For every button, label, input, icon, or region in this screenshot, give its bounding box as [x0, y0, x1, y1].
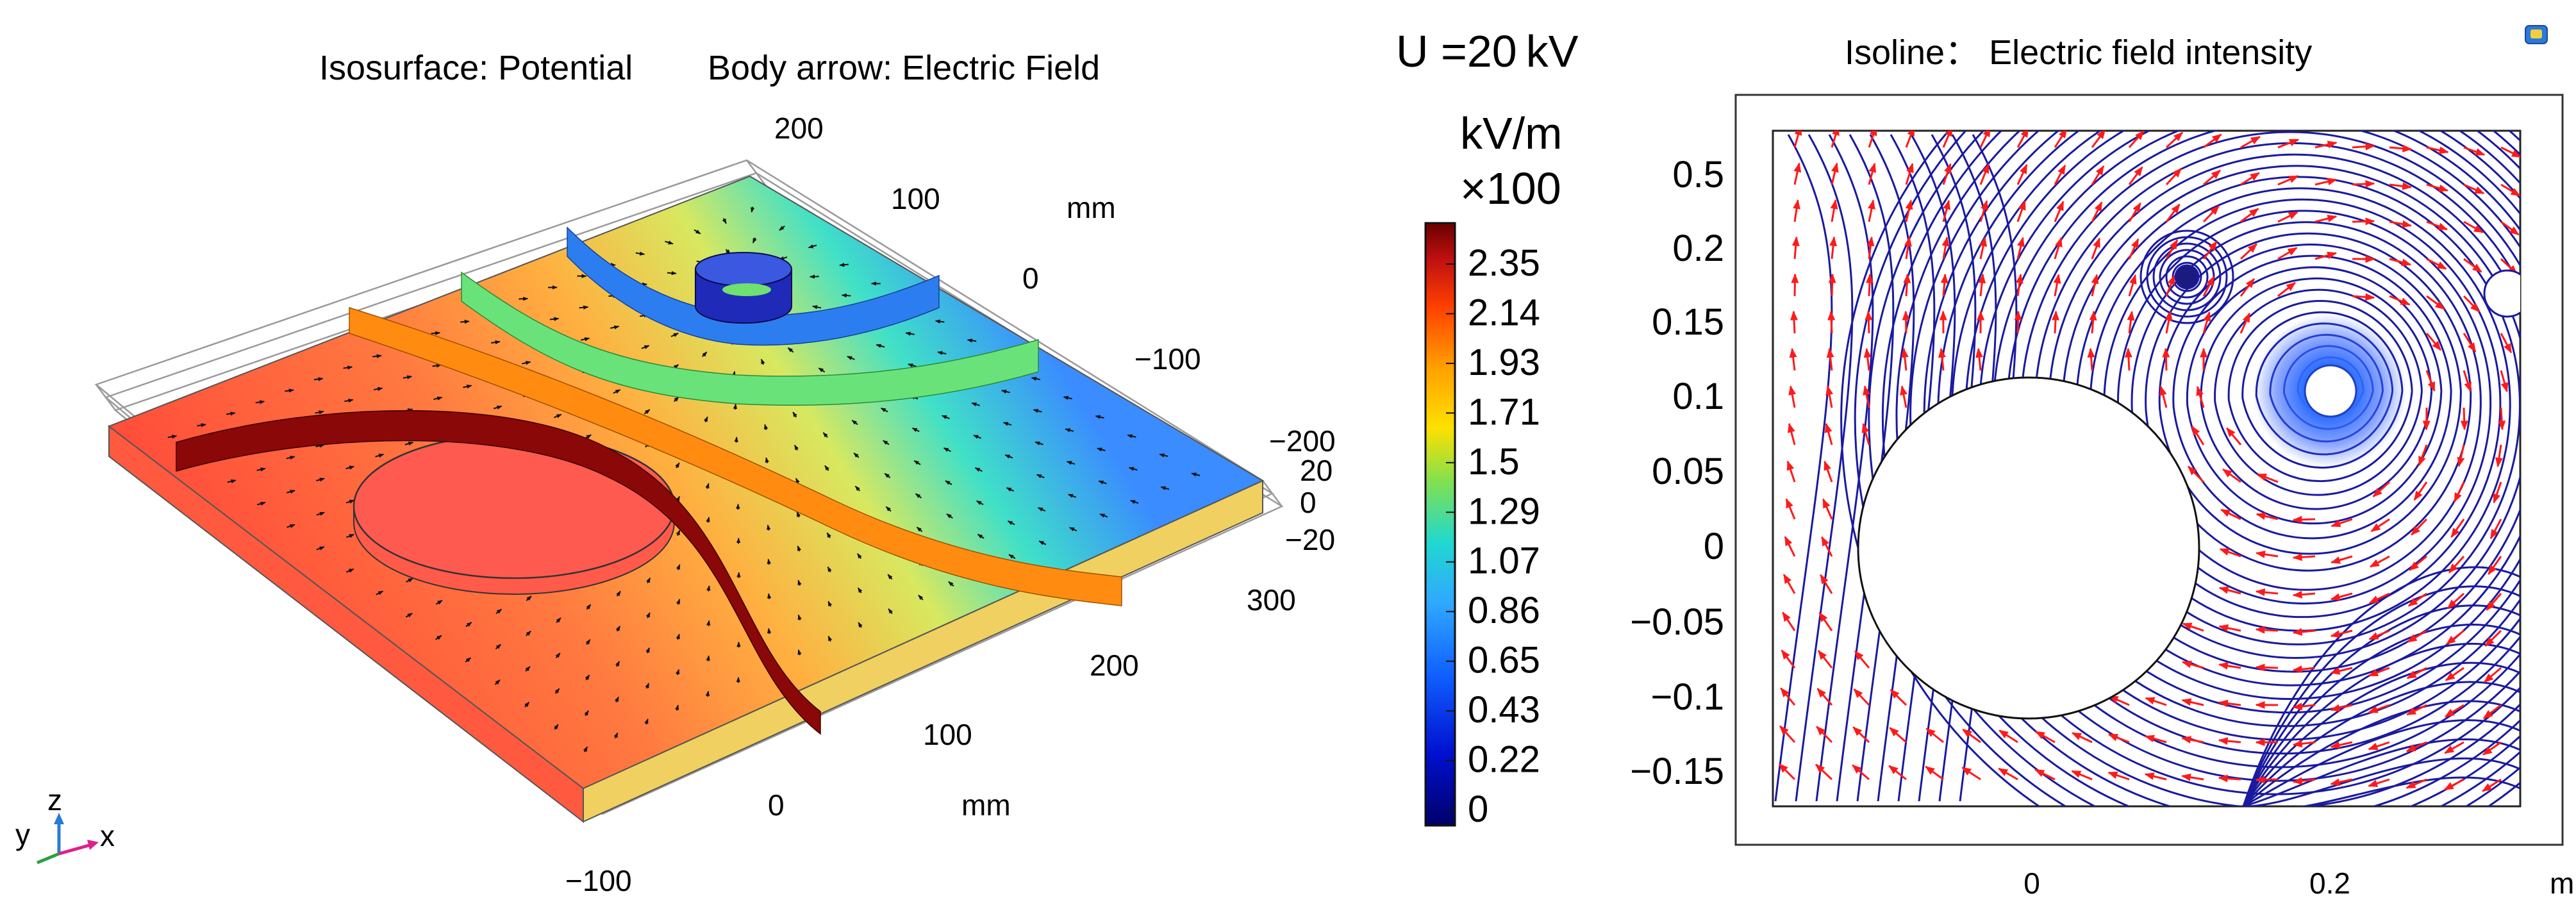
y-tick-label: 0.1	[1672, 376, 1724, 417]
svg-text:20: 20	[1300, 454, 1333, 487]
y-tick-label: 0.05	[1652, 451, 1724, 492]
x-axis-ticks: 0 0.2	[2023, 867, 2350, 900]
isosurface-ribbons	[176, 226, 1122, 735]
colorbar-tick-label: 0.43	[1468, 689, 1540, 731]
svg-text:y: y	[15, 818, 30, 851]
svg-text:x: x	[100, 819, 115, 852]
svg-text:100: 100	[891, 182, 940, 215]
y-tick-label: −0.15	[1630, 751, 1724, 792]
left-3d-panel: Isosurface: Potential Body arrow: Electr…	[15, 49, 1336, 897]
colorbar-tick-label: 1.29	[1468, 490, 1540, 532]
colorbar-tick-label: 0	[1468, 788, 1488, 830]
colorbar-tick-label: 2.35	[1468, 242, 1540, 284]
y-tick-label: 0.5	[1672, 154, 1724, 195]
unit-label-mm-bottom: mm	[961, 788, 1011, 822]
voltage-label: U =20 kV	[1396, 26, 1579, 76]
hv-ring-electrode	[695, 252, 792, 324]
edge-electrode	[2483, 269, 2520, 318]
body-arrow-title: Body arrow: Electric Field	[708, 49, 1100, 87]
y-tick-label: −0.1	[1651, 676, 1725, 718]
toolbar-icon[interactable]	[2525, 25, 2548, 44]
isosurface-title: Isosurface: Potential	[319, 49, 633, 87]
isoline-title: Isoline： Electric field intensity	[1845, 33, 2312, 72]
y-tick-label: 0	[1704, 526, 1724, 567]
unit-label-mm-top: mm	[1067, 191, 1116, 224]
colorbar-tick-label: 1.07	[1468, 540, 1540, 582]
color-legend: U =20 kV kV/m ×100 2.35 2.14 1.93 1.71 1.5 1.…	[1396, 26, 1579, 830]
colorbar-tick-label: 1.93	[1468, 342, 1540, 383]
svg-text:0: 0	[2023, 867, 2040, 900]
svg-text:300: 300	[1247, 583, 1296, 617]
x-unit-label: m	[2550, 867, 2574, 900]
small-electrode	[2174, 264, 2200, 290]
legend-unit: kV/m	[1460, 108, 1562, 158]
axis-triad: z y x	[15, 783, 115, 865]
axis-ticks-x: 300 200 100 0 −100	[565, 583, 1296, 897]
svg-text:0: 0	[1022, 262, 1039, 295]
svg-text:−200: −200	[1269, 424, 1336, 458]
svg-text:−20: −20	[1285, 523, 1335, 556]
right-2d-panel: Isoline： Electric field intensity 0.5 0.2…	[1630, 25, 2574, 900]
field-vectors	[1778, 131, 2520, 792]
colorbar	[1424, 222, 1456, 827]
axis-ticks-y: 200 100 0 −100	[774, 112, 1201, 376]
svg-text:−100: −100	[1134, 342, 1201, 376]
legend-scale: ×100	[1460, 163, 1561, 213]
y-tick-label: 0.2	[1672, 228, 1724, 269]
colorbar-tick-label: 2.14	[1468, 292, 1540, 333]
y-tick-label: 0.15	[1652, 301, 1724, 343]
svg-text:200: 200	[1090, 649, 1139, 682]
y-tick-label: −0.05	[1630, 601, 1724, 643]
svg-text:z: z	[47, 783, 62, 817]
svg-text:0: 0	[768, 788, 785, 822]
svg-text:0: 0	[1300, 486, 1317, 519]
colorbar-tick-label: 1.71	[1468, 391, 1540, 433]
colorbar-tick-label: 0.65	[1468, 640, 1540, 681]
colorbar-tick-label: 1.5	[1468, 441, 1520, 483]
colorbar-ticks: 2.35 2.14 1.93 1.71 1.5 1.29 1.07 0.86 0.65 0.43 0…	[1446, 242, 1540, 830]
svg-text:0.2: 0.2	[2309, 867, 2350, 900]
axis-ticks-z: −200 20 0 −20	[1269, 424, 1336, 556]
y-axis-ticks: 0.5 0.2 0.15 0.1 0.05 0 −0.05 −0.1 −0.15	[1630, 154, 1724, 792]
svg-text:200: 200	[774, 112, 824, 145]
hv-electrode	[2304, 364, 2357, 418]
svg-text:100: 100	[923, 718, 972, 751]
colorbar-tick-label: 0.22	[1468, 739, 1540, 781]
svg-text:−100: −100	[565, 864, 632, 897]
colorbar-tick-label: 0.86	[1468, 590, 1540, 631]
ground-plate	[107, 175, 1265, 824]
grounded-circle	[1857, 376, 2200, 720]
